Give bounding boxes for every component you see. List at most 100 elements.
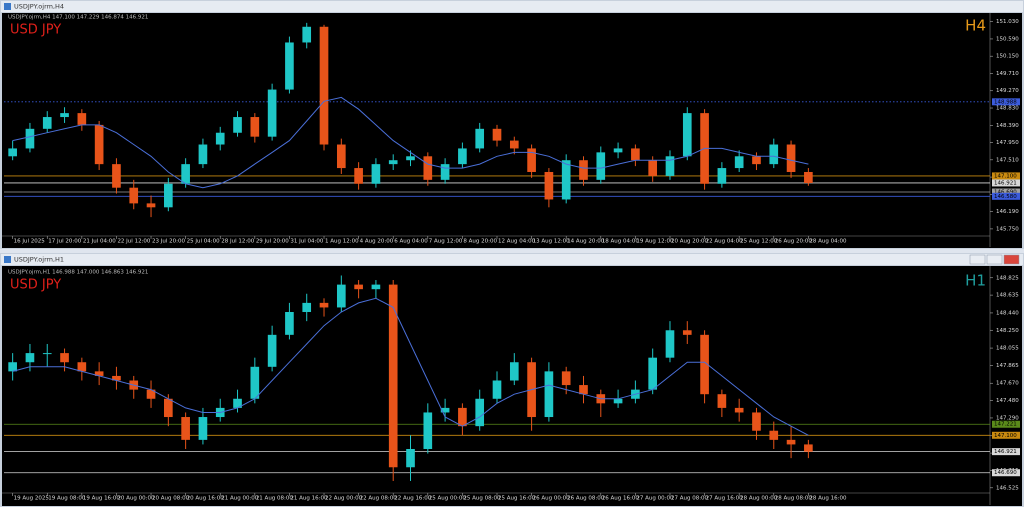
chart-header: USDJPY.ojrm,H1 146.988 147.000 146.863 1… [8,270,148,276]
candle-body [77,362,87,372]
x-tick-label: 22 Aug 04:00 [706,239,744,245]
price-tag-label: 146.921 [994,449,1017,455]
x-tick-label: 25 Aug 12:00 [740,239,778,245]
window-title: USDJPY.ojrm,H1 [14,256,64,264]
candle-body [146,203,156,208]
candle-body [112,375,121,381]
x-tick-label: 27 Aug 16:00 [706,496,744,502]
x-tick-label: 26 Aug 00:00 [533,496,571,502]
x-tick-label: 22 Jul 12:00 [117,239,150,245]
price-tag [992,98,1020,106]
candle-body [631,148,640,161]
price-tag-label: 146.580 [994,194,1017,200]
y-tick-label: 147.950 [996,140,1019,146]
candle-body [423,412,433,449]
price-tag-label: 146.690 [994,190,1017,196]
title-bar [1,254,1023,265]
candle-body [752,156,761,165]
candle-body [458,407,467,427]
y-tick-label: 150.590 [996,36,1019,42]
candle-body [458,148,467,165]
x-tick-label: 18 Aug 04:00 [602,239,640,245]
symbol-label: USD JPY [10,278,61,293]
candle-body [233,398,242,408]
price-tag [992,431,1020,439]
candle-body [388,160,398,165]
close-button[interactable] [1003,254,1020,265]
candle-body [682,330,692,335]
price-tag-label: 147.100 [994,173,1017,179]
candle-body [561,160,571,200]
candle-body [769,430,779,440]
candle-body [509,362,519,381]
x-tick-label: 14 Aug 20:00 [567,239,605,245]
candle-body [613,398,623,404]
y-tick-label: 147.865 [996,363,1019,369]
candle-body [319,26,329,145]
candle-body [406,156,415,161]
window-icon [4,256,11,263]
y-tick-label: 150.150 [996,54,1019,60]
price-tag [992,179,1020,187]
window-title: USDJPY.ojrm,H4 [14,3,64,11]
candle-body [198,417,208,440]
candle-body [734,407,744,413]
y-tick-label: 148.825 [996,275,1019,281]
x-tick-label: 20 Aug 16:00 [187,496,225,502]
candle-body [700,334,709,395]
candle-body [613,148,623,153]
x-tick-label: 1 Aug 12:00 [325,239,359,245]
x-tick-label: 19 Aug 2025 [14,496,50,502]
candle-body [112,164,121,188]
candle-body [336,284,346,308]
x-tick-label: 25 Jul 04:00 [187,239,220,245]
price-tag [992,448,1020,456]
candle-body [734,156,744,169]
candle-body [440,407,450,413]
chart-header: USDJPY.ojrm,H4 147.100 147.229 146.874 1… [8,15,148,21]
candle-body [285,42,294,90]
x-tick-label: 20 Aug 00:00 [117,496,155,502]
y-tick-label: 149.710 [996,71,1019,77]
candle-body [129,187,139,204]
x-tick-label: 22 Aug 08:00 [360,496,398,502]
candle-body [752,412,761,431]
x-tick-label: 4 Aug 20:00 [360,239,394,245]
candle-body [42,117,52,129]
price-tag-label: 146.690 [994,470,1017,476]
candle-body [717,168,727,184]
y-tick-label: 148.635 [996,293,1019,299]
timeframe-label: H1 [965,272,986,290]
x-tick-label: 7 Aug 12:00 [429,239,463,245]
price-tag-label: 148.988 [994,99,1017,105]
y-tick-label: 147.670 [996,381,1019,387]
candle-body [665,156,675,176]
candle-body [8,362,17,372]
x-tick-label: 29 Jul 20:00 [256,239,289,245]
x-tick-label: 28 Aug 00:00 [740,496,778,502]
x-tick-label: 21 Aug 00:00 [221,496,259,502]
candle-body [250,117,260,137]
price-tag-label: 147.100 [994,433,1017,439]
candle-body [181,164,190,184]
y-tick-label: 148.440 [996,310,1019,316]
candle-body [492,380,502,399]
candle-body [146,389,156,399]
x-tick-label: 28 Jul 12:00 [221,239,254,245]
candle-body [8,148,17,157]
candle-body [440,164,450,180]
price-tag [992,420,1020,428]
y-tick-label: 151.030 [996,19,1019,25]
candle-body [544,371,554,418]
x-tick-label: 20 Aug 08:00 [152,496,190,502]
candle-body [475,128,485,149]
candle-body [804,171,813,183]
y-tick-label: 145.750 [996,226,1019,232]
restore-button[interactable] [986,254,1003,265]
candle-body [181,417,190,440]
candle-body [665,330,675,358]
minimize-button[interactable] [969,254,986,265]
chart-area [2,13,1022,248]
candle-body [60,113,69,118]
candle-body [250,366,260,399]
